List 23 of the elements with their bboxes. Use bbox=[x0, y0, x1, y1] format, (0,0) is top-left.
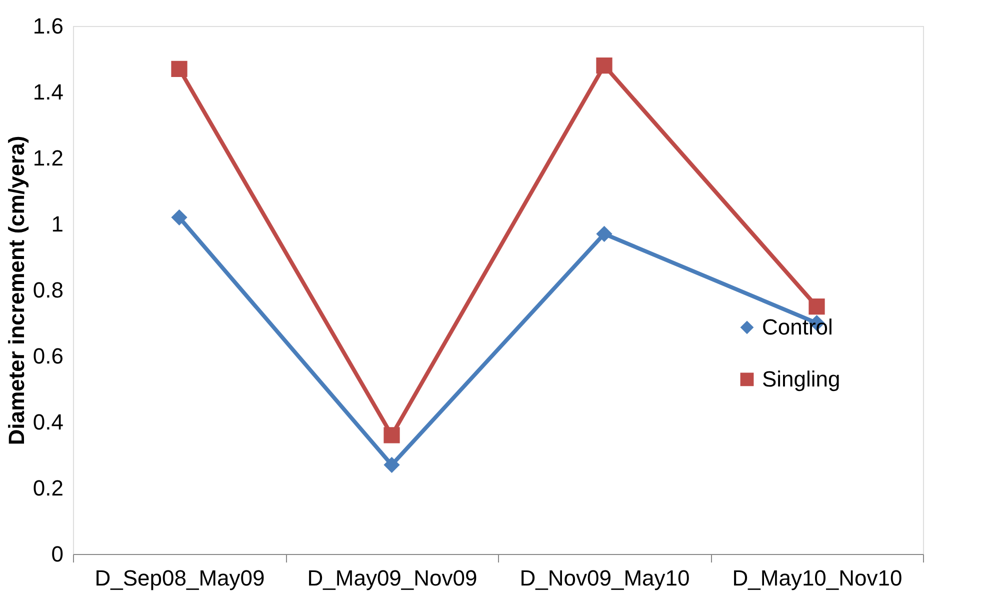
point bbox=[384, 456, 400, 473]
x-tick-label: D_Nov09_May10 bbox=[520, 566, 690, 590]
y-tick-label: 0.6 bbox=[32, 344, 64, 368]
y-tick-label: 0.8 bbox=[32, 278, 64, 302]
x-tick-label: D_May09_Nov09 bbox=[307, 566, 478, 590]
y-tick-label: 0 bbox=[51, 542, 64, 566]
y-tick-label: 1.6 bbox=[32, 14, 64, 38]
point bbox=[384, 427, 400, 444]
point bbox=[171, 60, 188, 77]
point bbox=[596, 58, 612, 74]
y-axis-title: Diameter increment (cm/yera) bbox=[4, 136, 29, 446]
y-tick-label: 1.4 bbox=[32, 80, 64, 104]
legend-label: Control bbox=[762, 314, 833, 340]
y-tick-label: 1 bbox=[51, 212, 64, 236]
point bbox=[596, 226, 612, 242]
y-tick-label: 0.4 bbox=[32, 410, 64, 434]
point bbox=[808, 298, 825, 315]
legend-label: Singling bbox=[762, 366, 840, 392]
x-tick-label: D_Sep08_May09 bbox=[94, 566, 265, 590]
y-tick-label: 1.2 bbox=[32, 146, 64, 170]
x-tick-label: D_May10_Nov10 bbox=[732, 566, 902, 590]
point bbox=[171, 209, 188, 226]
y-tick-label: 0.2 bbox=[32, 476, 64, 500]
